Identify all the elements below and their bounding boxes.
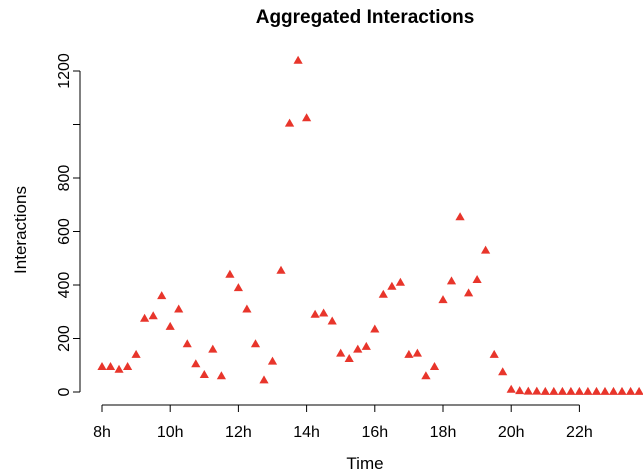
x-tick-label: 14h bbox=[293, 424, 320, 441]
x-tick-label: 20h bbox=[498, 424, 525, 441]
data-point bbox=[387, 281, 397, 290]
x-tick-label: 16h bbox=[361, 424, 388, 441]
data-point bbox=[242, 304, 252, 313]
data-point bbox=[259, 375, 269, 384]
data-point bbox=[540, 386, 550, 395]
data-point bbox=[182, 339, 192, 348]
data-point bbox=[455, 212, 465, 221]
y-axis-label: Interactions bbox=[11, 186, 30, 274]
data-point bbox=[165, 321, 175, 330]
data-point bbox=[353, 344, 363, 353]
data-point bbox=[293, 55, 303, 64]
data-point bbox=[191, 359, 201, 368]
data-point bbox=[472, 275, 482, 283]
data-point bbox=[464, 288, 474, 297]
data-point bbox=[438, 295, 448, 304]
y-tick-label: 400 bbox=[56, 272, 73, 299]
data-point bbox=[532, 386, 542, 395]
data-point bbox=[250, 339, 261, 348]
data-point bbox=[199, 370, 209, 378]
data-point bbox=[506, 384, 516, 393]
data-point bbox=[310, 309, 320, 318]
data-point bbox=[566, 386, 576, 395]
data-point bbox=[429, 362, 440, 370]
x-tick-label: 8h bbox=[93, 424, 111, 441]
data-point bbox=[174, 304, 184, 313]
data-point bbox=[446, 276, 457, 285]
data-point bbox=[583, 386, 593, 395]
x-tick-label: 12h bbox=[225, 424, 252, 441]
y-tick-label: 1200 bbox=[56, 53, 73, 89]
data-point bbox=[131, 349, 141, 358]
x-axis-label: Time bbox=[346, 454, 383, 473]
x-tick-label: 22h bbox=[566, 424, 593, 441]
x-tick-label: 18h bbox=[430, 424, 457, 441]
y-tick-label: 200 bbox=[56, 325, 73, 352]
x-axis: 8h 10h 12h 14h 16h 18h 20h 22h bbox=[93, 404, 593, 441]
data-point bbox=[557, 386, 567, 395]
y-tick-label: 600 bbox=[56, 218, 73, 245]
y-tick-label: 800 bbox=[56, 165, 73, 192]
x-tick-label: 10h bbox=[157, 424, 184, 441]
data-point bbox=[336, 348, 346, 357]
data-point bbox=[412, 348, 422, 357]
data-point bbox=[634, 386, 643, 395]
data-point bbox=[549, 386, 559, 395]
data-point bbox=[114, 364, 124, 373]
data-point bbox=[123, 362, 133, 370]
data-point bbox=[404, 349, 414, 358]
data-point bbox=[327, 316, 337, 325]
data-point bbox=[267, 356, 278, 365]
data-point bbox=[515, 386, 525, 395]
y-axis: 0 200 400 600 800 1200 bbox=[56, 53, 81, 396]
data-point bbox=[617, 386, 627, 395]
data-point bbox=[157, 291, 167, 300]
chart-title: Aggregated Interactions bbox=[256, 7, 475, 28]
data-point bbox=[276, 265, 286, 274]
data-point bbox=[140, 313, 150, 322]
data-point bbox=[608, 386, 619, 395]
y-tick-label: 0 bbox=[56, 387, 73, 396]
data-point bbox=[498, 367, 508, 376]
data-point bbox=[361, 341, 371, 350]
data-point bbox=[626, 386, 636, 395]
data-point bbox=[421, 371, 431, 380]
data-points bbox=[97, 55, 643, 395]
data-point bbox=[233, 283, 243, 292]
data-point bbox=[481, 245, 491, 254]
data-point bbox=[378, 289, 388, 298]
data-point bbox=[523, 386, 533, 395]
data-point bbox=[370, 324, 380, 333]
data-point bbox=[319, 308, 329, 317]
data-point bbox=[344, 354, 354, 362]
data-point bbox=[97, 362, 107, 370]
data-point bbox=[105, 362, 116, 370]
data-point bbox=[600, 386, 610, 395]
data-point bbox=[216, 371, 226, 380]
data-point bbox=[395, 277, 405, 286]
data-point bbox=[591, 386, 602, 395]
data-point bbox=[208, 344, 218, 353]
data-point bbox=[225, 269, 235, 278]
data-point bbox=[148, 311, 158, 320]
data-point bbox=[284, 118, 295, 127]
data-point bbox=[302, 113, 312, 122]
data-point bbox=[574, 386, 584, 395]
data-point bbox=[489, 349, 499, 358]
